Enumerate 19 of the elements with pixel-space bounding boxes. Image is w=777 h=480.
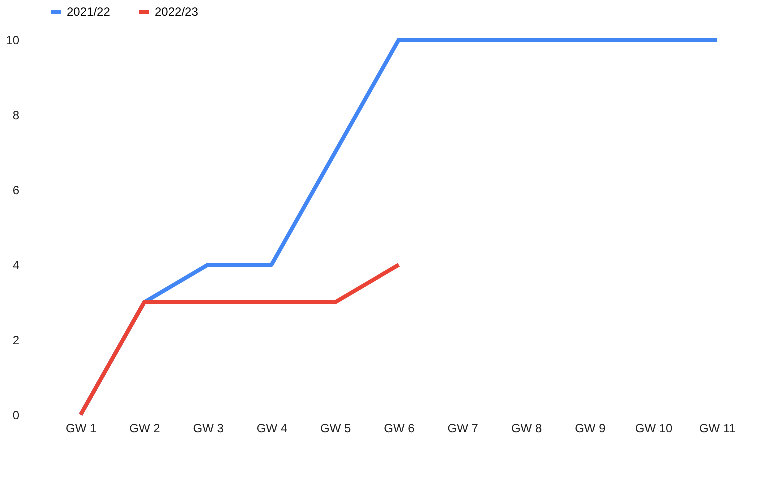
x-tick-label: GW 9 [575,422,606,436]
legend-label: 2022/23 [155,5,199,19]
x-tick-label: GW 11 [699,422,736,436]
y-tick-label: 2 [12,334,20,348]
x-tick-label: GW 10 [635,422,674,436]
x-tick-label: GW 2 [130,422,161,436]
x-tick-label: GW 3 [193,422,224,436]
legend-label: 2021/22 [67,5,111,19]
x-tick-label: GW 6 [384,422,416,436]
x-tick-label: GW 8 [511,422,542,436]
y-tick-label: 0 [12,408,20,422]
x-tick-label: GW 7 [448,422,479,436]
x-tick-label: GW 5 [320,422,352,436]
y-tick-label: 10 [6,34,20,48]
x-tick-label: GW 4 [256,422,288,436]
x-tick-label: GW 1 [66,422,97,436]
y-tick-label: 6 [12,184,20,198]
y-tick-label: 4 [12,258,20,272]
y-tick-label: 8 [12,108,20,122]
